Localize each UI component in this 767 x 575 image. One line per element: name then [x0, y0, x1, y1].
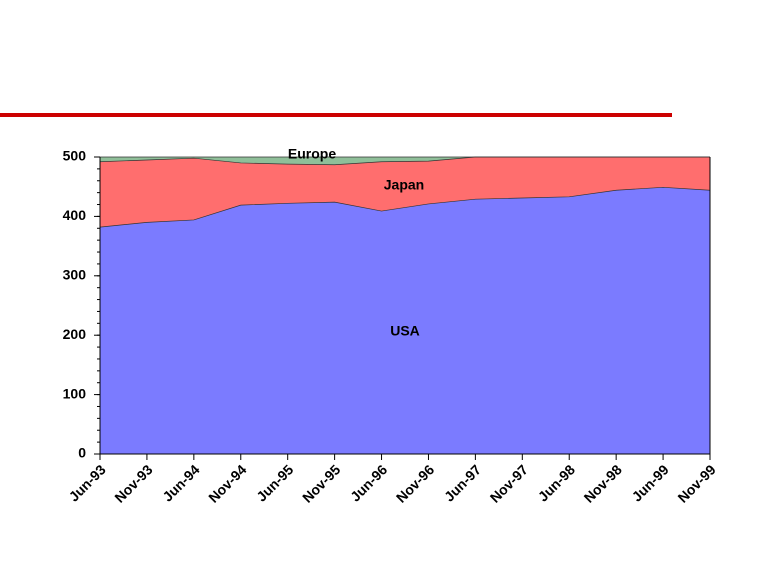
y-tick-label: 200 — [63, 326, 87, 342]
x-tick-label: Jun-95 — [253, 461, 296, 504]
x-tick-label: Jun-97 — [441, 461, 484, 504]
y-tick-label: 500 — [63, 148, 87, 164]
x-tick-label: Nov-98 — [581, 461, 625, 505]
x-tick-label: Nov-96 — [393, 461, 437, 505]
x-tick-label: Jun-99 — [629, 461, 672, 504]
y-tick-label: 300 — [63, 267, 87, 283]
x-tick-label: Nov-99 — [674, 461, 718, 505]
x-tick-label: Nov-95 — [299, 461, 343, 505]
x-tick-label: Jun-98 — [535, 461, 578, 504]
series-label: Europe — [288, 146, 336, 162]
x-tick-label: Jun-96 — [347, 461, 390, 504]
area-edge — [99, 186, 711, 228]
area — [100, 187, 710, 454]
x-tick-label: Nov-94 — [205, 461, 249, 505]
area — [100, 157, 710, 228]
series-label: Japan — [384, 177, 424, 193]
y-tick-label: 0 — [78, 445, 86, 461]
header-rule — [0, 113, 672, 117]
area — [100, 157, 710, 165]
x-tick-label: Jun-93 — [66, 461, 109, 504]
x-tick-label: Nov-97 — [487, 461, 531, 505]
y-tick-label: 100 — [63, 385, 87, 401]
x-tick-label: Nov-93 — [111, 461, 155, 505]
series-label: USA — [390, 323, 420, 339]
y-tick-label: 400 — [63, 207, 87, 223]
x-tick-label: Jun-94 — [159, 461, 202, 504]
